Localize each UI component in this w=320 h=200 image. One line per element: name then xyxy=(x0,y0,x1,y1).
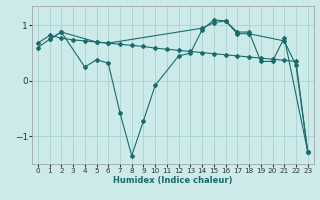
X-axis label: Humidex (Indice chaleur): Humidex (Indice chaleur) xyxy=(113,176,233,185)
